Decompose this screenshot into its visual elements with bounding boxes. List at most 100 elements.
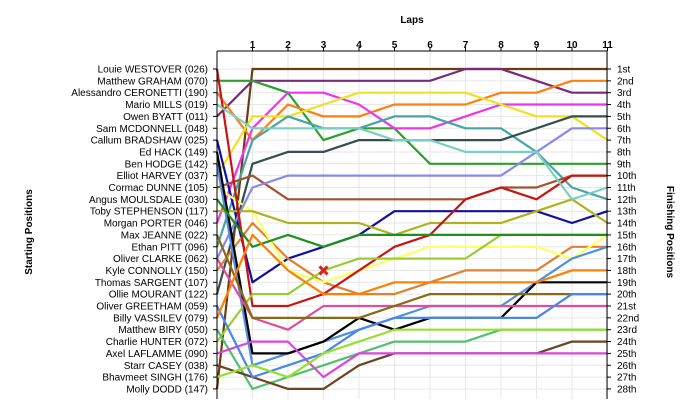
driver-label: Sam MCDONNELL (048) [96, 124, 208, 135]
finish-label: 25th [617, 349, 636, 360]
driver-label: Alessandro CERONETTI (190) [71, 88, 208, 99]
finish-label: 19th [617, 278, 636, 289]
driver-label: Mario MILLS (019) [125, 100, 208, 111]
finish-label: 26th [617, 361, 636, 372]
driver-line [216, 328, 608, 390]
lap-tick-label: 10 [566, 40, 578, 51]
driver-label: Oliver CLARKE (062) [113, 254, 208, 265]
driver-label: Ollie MOURANT (122) [109, 290, 208, 301]
finish-label: 20th [617, 290, 636, 301]
driver-label: Owen BYATT (011) [123, 112, 208, 123]
driver-label: Kyle CONNOLLY (150) [106, 266, 208, 277]
finish-label: 27th [617, 373, 636, 384]
driver-line [215, 151, 608, 355]
finish-label: 10th [617, 171, 636, 182]
finish-label: 6th [617, 124, 631, 135]
lap-tick-label: 5 [392, 40, 398, 51]
finish-label: 11th [617, 183, 636, 194]
y-axis-left-title: Starting Positions [24, 189, 35, 275]
driver-line [216, 127, 608, 260]
driver-label: Max JEANNE (022) [121, 230, 208, 241]
driver-label: Matthew GRAHAM (070) [97, 76, 208, 87]
driver-line [217, 198, 609, 236]
finish-label: 5th [617, 112, 631, 123]
driver-line [215, 115, 608, 248]
grid [217, 51, 608, 399]
driver-label: Thomas SARGENT (107) [95, 278, 208, 289]
driver-line [215, 233, 608, 319]
lap-tick-label: 8 [498, 40, 504, 51]
finish-label: 2nd [617, 76, 634, 87]
driver-line [216, 103, 608, 201]
driver-label: Bhavmeet SINGH (176) [102, 373, 208, 384]
driver-line [216, 186, 609, 284]
y-axis-right-title: Finishing Positions [664, 186, 675, 279]
lap-tick-label: 2 [285, 40, 291, 51]
driver-label: Morgan PORTER (046) [104, 219, 208, 230]
finish-label: 17th [617, 254, 636, 265]
finish-label: 18th [617, 266, 636, 277]
finish-label: 12th [617, 195, 636, 206]
driver-label: Louie WESTOVER (026) [98, 65, 208, 76]
lap-tick-label: 3 [321, 40, 327, 51]
driver-line [216, 79, 608, 142]
x-axis-title: Laps [400, 15, 424, 26]
driver-label: Angus MOULSDALE (030) [89, 195, 208, 206]
finish-label: 24th [617, 337, 636, 348]
driver-label: Toby STEPHENSON (117) [90, 207, 208, 218]
finish-label: 9th [617, 159, 631, 170]
driver-line [216, 174, 608, 201]
axes [213, 47, 611, 399]
finish-label: 16th [617, 242, 636, 253]
driver-line [216, 198, 608, 248]
finish-label: 22nd [617, 313, 639, 324]
finish-label: 8th [617, 147, 631, 158]
marker-x-stroke-b [318, 265, 329, 276]
driver-label: Axel LAFLAMME (090) [106, 349, 208, 360]
series-lines [215, 67, 609, 390]
lap-tick-label: 11 [602, 40, 613, 51]
lap-tick-label: 6 [427, 40, 433, 51]
driver-line [215, 234, 608, 319]
finish-label: 7th [617, 136, 631, 147]
finish-label: 23rd [617, 325, 637, 336]
finish-label: 15th [617, 230, 636, 241]
driver-line [217, 79, 608, 165]
driver-label: Cormac DUNNE (105) [109, 183, 208, 194]
driver-label: Starr CASEY (038) [124, 361, 208, 372]
driver-line [216, 258, 608, 331]
driver-label: Molly DODD (147) [126, 384, 208, 395]
driver-label: Ben HODGE (142) [125, 159, 208, 170]
driver-label: Billy VASSILEV (079) [113, 313, 208, 324]
driver-line [216, 340, 608, 379]
driver-line [215, 67, 608, 390]
driver-line [216, 328, 608, 379]
finish-label: 13th [617, 207, 636, 218]
lap-tick-label: 4 [356, 40, 362, 51]
driver-line [215, 163, 608, 367]
driver-line [215, 68, 608, 308]
finish-label: 28th [617, 384, 636, 395]
driver-label: Charlie HUNTER (072) [106, 337, 208, 348]
driver-label: Ethan PITT (096) [131, 242, 208, 253]
finish-label: 14th [617, 219, 636, 230]
finish-label: 21st [617, 302, 636, 313]
driver-label: Oliver GREETHAM (059) [96, 302, 208, 313]
driver-label: Matthew BIRY (050) [118, 325, 208, 336]
driver-line [215, 91, 608, 224]
driver-line [216, 91, 609, 177]
driver-label: Callum BRADSHAW (025) [91, 136, 208, 147]
driver-label: Ed HACK (149) [139, 147, 208, 158]
finish-label: 1st [617, 65, 631, 76]
driver-label: Elliot HARVEY (037) [117, 171, 208, 182]
finish-label: 3rd [617, 88, 631, 99]
driver-line [216, 67, 608, 118]
lap-tick-label: 7 [463, 40, 469, 51]
lap-tick-label: 9 [534, 40, 540, 51]
driver-line [216, 293, 608, 379]
lap-tick-label: 1 [250, 40, 256, 51]
driver-line [216, 221, 608, 296]
finish-label: 4th [617, 100, 631, 111]
